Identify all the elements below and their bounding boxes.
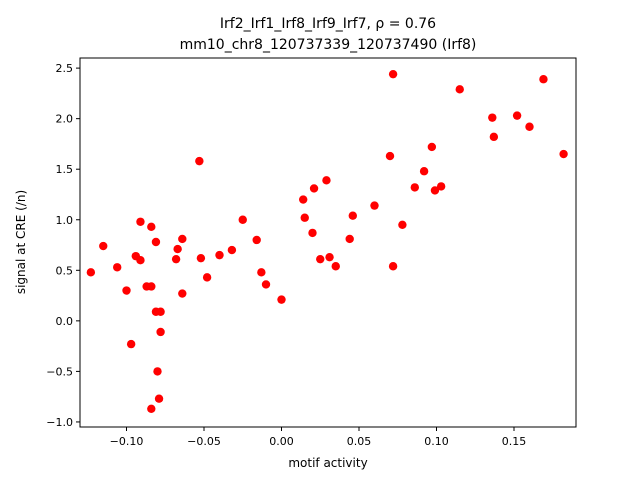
data-point: [122, 286, 131, 295]
data-point: [398, 220, 407, 230]
x-tick-label: −0.10: [110, 435, 144, 448]
data-point: [136, 217, 145, 226]
data-point: [252, 235, 261, 245]
data-point: [300, 213, 309, 222]
data-point: [455, 85, 464, 94]
data-point: [238, 215, 247, 224]
data-point: [156, 327, 165, 337]
data-point: [345, 234, 354, 244]
data-point: [348, 211, 357, 220]
data-point: [388, 262, 398, 271]
data-point: [147, 404, 156, 414]
data-point: [419, 167, 429, 176]
data-point: [308, 228, 317, 238]
x-tick-label: −0.05: [187, 435, 221, 448]
data-point: [427, 142, 437, 152]
x-tick-label: 0.10: [424, 435, 449, 448]
data-point: [257, 268, 266, 277]
chart-title-line2: mm10_chr8_120737339_120737490 (Irf8): [180, 37, 477, 53]
data-point: [215, 250, 224, 260]
y-tick-label: −1.0: [46, 416, 73, 429]
x-tick-label: 0.05: [347, 435, 372, 448]
x-tick-label: 0.00: [269, 435, 294, 448]
data-point: [156, 307, 165, 316]
data-point: [316, 254, 325, 264]
plot-frame: [79, 57, 577, 428]
y-tick-label: −0.5: [46, 365, 73, 378]
y-axis-label: signal at CRE (/n): [14, 190, 28, 294]
data-point: [331, 262, 340, 271]
data-point: [525, 122, 534, 131]
data-point: [277, 295, 286, 304]
data-point: [489, 132, 499, 142]
data-point: [410, 183, 419, 192]
y-tick-label: 1.0: [56, 214, 74, 227]
data-point: [436, 182, 446, 191]
data-point: [154, 394, 164, 403]
data-point: [202, 273, 212, 282]
data-point: [147, 222, 156, 232]
data-point: [261, 280, 271, 289]
data-point: [385, 151, 395, 161]
data-point: [171, 254, 181, 264]
data-point: [99, 241, 108, 251]
points-group: [86, 69, 568, 414]
data-point: [512, 111, 522, 120]
data-point: [388, 69, 398, 79]
y-tick-label: 1.5: [56, 163, 74, 176]
data-point: [430, 186, 440, 195]
y-tick-label: 0.0: [56, 315, 74, 328]
data-point: [86, 268, 96, 277]
data-point: [113, 263, 122, 272]
data-point: [309, 184, 319, 193]
data-point: [322, 176, 331, 185]
chart-title-line1: Irf2_Irf1_Irf8_Irf9_Irf7, ρ = 0.76: [220, 16, 436, 32]
x-axis-label: motif activity: [288, 456, 367, 470]
data-point: [325, 252, 334, 262]
data-point: [173, 244, 182, 254]
axes-group: −0.10 −0.05 0.00 0.05 0.10 0.15 −1.0 −0.5 0.0 0.5…: [46, 62, 526, 448]
data-point: [299, 195, 308, 204]
data-point: [539, 75, 548, 84]
data-point: [559, 149, 568, 159]
y-tick-label: 2.5: [56, 62, 74, 75]
data-point: [195, 156, 204, 166]
data-point: [151, 237, 161, 247]
x-tick-label: 0.15: [502, 435, 527, 448]
y-tick-label: 0.5: [56, 264, 74, 277]
data-point: [227, 245, 237, 255]
data-point: [178, 234, 187, 244]
data-point: [147, 282, 156, 291]
data-point: [136, 255, 145, 265]
data-point: [370, 201, 379, 210]
data-point: [126, 339, 136, 349]
y-tick-label: 2.0: [56, 113, 74, 126]
data-point: [153, 367, 162, 376]
data-point: [178, 289, 187, 298]
data-point: [488, 113, 497, 122]
data-point: [196, 253, 206, 263]
